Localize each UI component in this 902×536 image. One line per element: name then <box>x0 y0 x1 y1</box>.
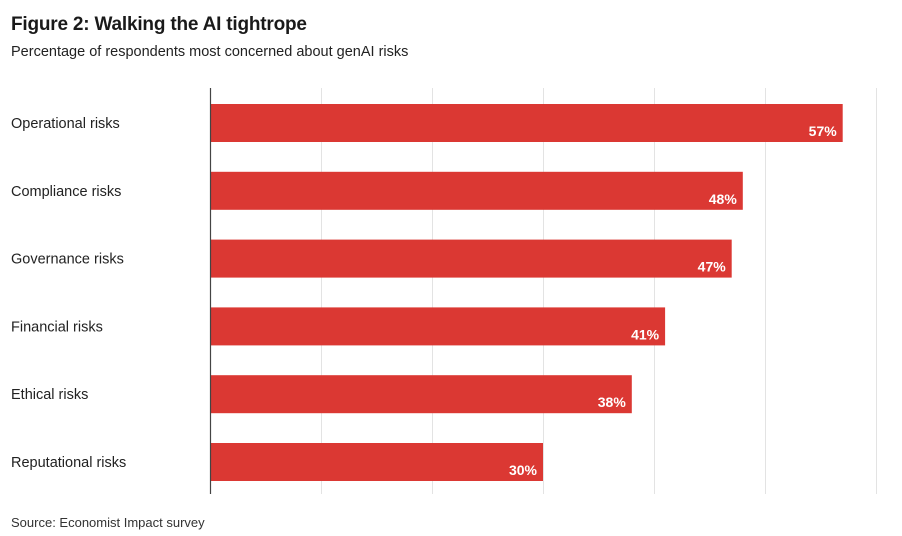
category-label: Reputational risks <box>11 455 126 471</box>
category-label: Governance risks <box>11 252 124 268</box>
category-label: Financial risks <box>11 319 103 335</box>
data-label: 30% <box>509 462 538 478</box>
category-label: Ethical risks <box>11 387 88 403</box>
bar <box>210 104 843 142</box>
bars: Operational risks 57% Compliance risks 48% G… <box>11 104 843 481</box>
data-label: 57% <box>809 123 838 139</box>
bar <box>210 375 632 414</box>
category-label: Compliance risks <box>11 184 121 200</box>
bar <box>210 171 743 210</box>
chart-subtitle: Percentage of respondents most concerned… <box>11 44 409 60</box>
bar-chart: Operational risks 57% Compliance risks 48% G… <box>11 88 877 494</box>
data-label: 48% <box>709 191 738 207</box>
bar <box>210 443 543 481</box>
category-label: Operational risks <box>11 116 120 132</box>
bar <box>210 307 666 346</box>
data-label: 38% <box>598 394 627 410</box>
chart-title: Figure 2: Walking the AI tightrope <box>11 14 307 35</box>
data-label: 41% <box>631 326 660 342</box>
data-label: 47% <box>698 259 727 275</box>
bar <box>210 239 732 278</box>
chart-source: Source: Economist Impact survey <box>11 515 205 530</box>
gridlines <box>321 88 877 494</box>
